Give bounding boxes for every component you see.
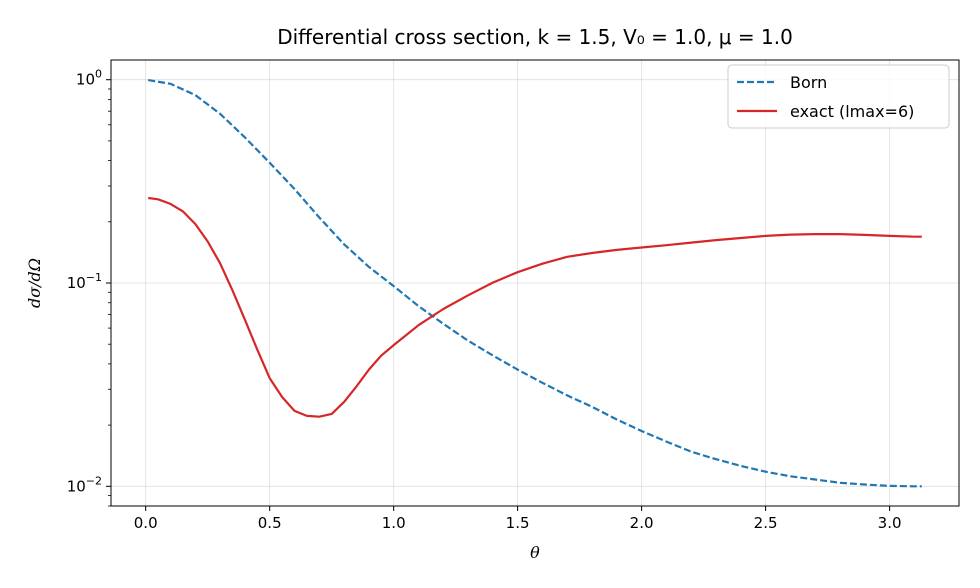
x-axis-label: θ: [530, 543, 540, 562]
series-line-born: [148, 79, 922, 488]
legend: Born exact (lmax=6): [727, 64, 950, 129]
chart-title: Differential cross section, k = 1.5, V₀ …: [277, 25, 793, 49]
x-axis: 0.0 0.5 1.0 1.5 2.0 2.5 3.0: [134, 506, 902, 532]
x-tick-label: 1.0: [382, 514, 406, 532]
y-tick-label: 10−1: [67, 271, 102, 292]
series-line-exact: [148, 196, 922, 418]
x-tick-label: 1.5: [506, 514, 530, 532]
x-tick-label: 2.5: [754, 514, 778, 532]
y-tick-label: 10−2: [67, 474, 102, 495]
y-tick-label: 100: [76, 68, 102, 89]
y-axis-label: dσ/dΩ: [25, 258, 44, 308]
x-tick-label: 2.0: [630, 514, 654, 532]
y-axis: 10−2 10−1 100: [67, 68, 111, 507]
x-tick-label: 3.0: [878, 514, 902, 532]
legend-box: [727, 64, 950, 129]
legend-label: Born: [790, 73, 827, 92]
series-layer: [148, 79, 922, 488]
legend-label: exact (lmax=6): [790, 102, 914, 121]
x-tick-label: 0.0: [134, 514, 158, 532]
x-tick-label: 0.5: [258, 514, 282, 532]
